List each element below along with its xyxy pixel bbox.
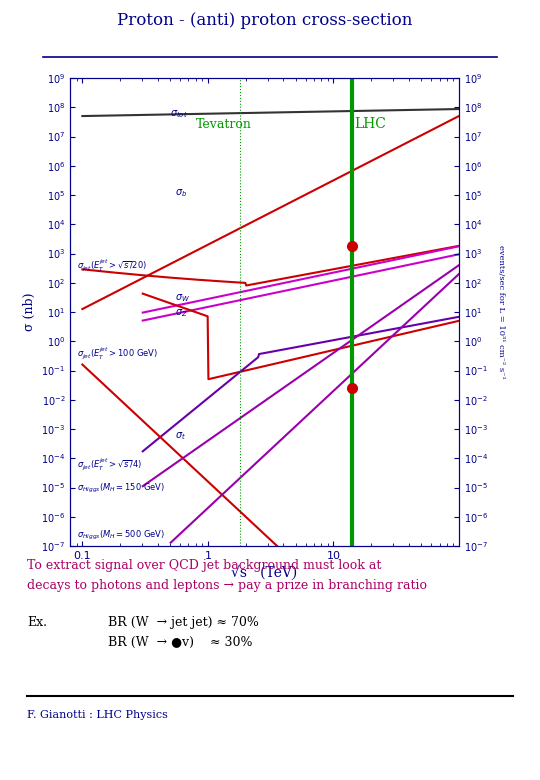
Text: $\sigma_{jet}(E_T^{jet} > \sqrt{s}/20)$: $\sigma_{jet}(E_T^{jet} > \sqrt{s}/20)$	[77, 257, 146, 273]
Text: To extract signal over QCD jet background must look at: To extract signal over QCD jet backgroun…	[27, 559, 381, 573]
Text: decays to photons and leptons → pay a prize in branching ratio: decays to photons and leptons → pay a pr…	[27, 579, 427, 592]
Text: $\sigma_t$: $\sigma_t$	[176, 430, 186, 441]
Text: $\sigma_{jet}(E_T^{jet} > \sqrt{s}/4)$: $\sigma_{jet}(E_T^{jet} > \sqrt{s}/4)$	[77, 456, 141, 472]
Text: $\sigma_b$: $\sigma_b$	[176, 187, 187, 199]
Y-axis label: σ (nb): σ (nb)	[23, 292, 36, 332]
Text: Tevatron: Tevatron	[197, 118, 252, 131]
Text: $\sigma_Z$: $\sigma_Z$	[176, 307, 188, 319]
Text: $\sigma_{Higgs}(M_H = 500\ \mathrm{GeV})$: $\sigma_{Higgs}(M_H = 500\ \mathrm{GeV})…	[77, 529, 165, 541]
Text: $\sigma_W$: $\sigma_W$	[176, 292, 191, 304]
Text: Ex.: Ex.	[27, 616, 47, 629]
Title: Proton - (anti) proton cross-section: Proton - (anti) proton cross-section	[117, 12, 412, 29]
Text: BR (W  → ●v)    ≈ 30%: BR (W → ●v) ≈ 30%	[108, 636, 253, 649]
Text: $\sigma_{Higgs}(M_H = 150\ \mathrm{GeV})$: $\sigma_{Higgs}(M_H = 150\ \mathrm{GeV})…	[77, 482, 165, 495]
X-axis label: √s   (TeV): √s (TeV)	[232, 566, 298, 580]
Text: BR (W  → jet jet) ≈ 70%: BR (W → jet jet) ≈ 70%	[108, 616, 259, 629]
Y-axis label: events/sec for L = 10³¹ cm⁻² s⁻¹: events/sec for L = 10³¹ cm⁻² s⁻¹	[497, 245, 505, 379]
Text: $\sigma_{tot}$: $\sigma_{tot}$	[170, 108, 188, 120]
Text: LHC: LHC	[354, 117, 386, 131]
Text: $\sigma_{jet}(E_T^{jet} > 100\ \mathrm{GeV})$: $\sigma_{jet}(E_T^{jet} > 100\ \mathrm{G…	[77, 346, 158, 361]
Text: F. Gianotti : LHC Physics: F. Gianotti : LHC Physics	[27, 710, 168, 720]
